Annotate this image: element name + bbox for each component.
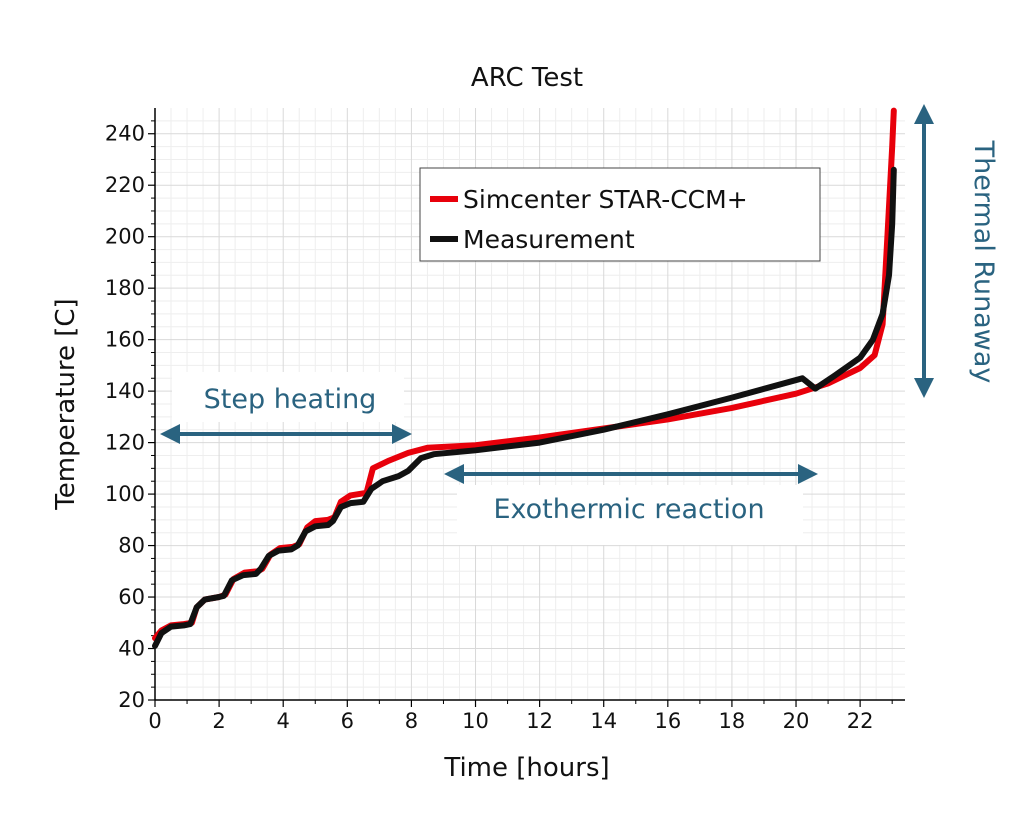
y-tick-label: 40 bbox=[118, 637, 145, 661]
x-axis-ticks: 0 2 4 6 8 10 12 14 16 18 20 22 bbox=[148, 700, 893, 733]
y-tick-label: 140 bbox=[105, 379, 145, 403]
x-tick-label: 4 bbox=[277, 709, 290, 733]
annotation-thermal-runaway-label: Thermal Runaway bbox=[968, 140, 999, 384]
y-tick-label: 20 bbox=[118, 688, 145, 712]
y-tick-label: 200 bbox=[105, 225, 145, 249]
x-tick-label: 12 bbox=[526, 709, 553, 733]
y-tick-label: 240 bbox=[105, 122, 145, 146]
x-tick-label: 10 bbox=[462, 709, 489, 733]
annotation-exothermic-label: Exothermic reaction bbox=[493, 494, 764, 525]
annotation-step-heating-bg bbox=[172, 372, 404, 422]
annotation-step-heating-label: Step heating bbox=[204, 384, 377, 415]
y-axis-ticks: 20 40 60 80 100 120 140 160 180 200 220 240 bbox=[105, 120, 155, 712]
x-tick-label: 6 bbox=[341, 709, 354, 733]
chart-title: ARC Test bbox=[471, 63, 583, 93]
annotation-thermal-runaway: Thermal Runaway bbox=[914, 104, 999, 398]
series-measurement-line bbox=[152, 166, 897, 649]
y-axis-label: Temperature [C] bbox=[51, 298, 81, 510]
y-tick-label: 160 bbox=[105, 328, 145, 352]
x-tick-label: 20 bbox=[783, 709, 810, 733]
x-tick-label: 14 bbox=[590, 709, 617, 733]
annotation-exothermic-bg bbox=[457, 485, 803, 545]
y-tick-label: 100 bbox=[105, 482, 145, 506]
annotation-exothermic: Exothermic reaction bbox=[444, 464, 818, 545]
legend-box bbox=[419, 167, 821, 262]
series-layer bbox=[152, 107, 897, 649]
y-tick-label: 80 bbox=[118, 534, 145, 558]
x-tick-label: 8 bbox=[405, 709, 418, 733]
y-tick-label: 60 bbox=[118, 585, 145, 609]
x-tick-label: 2 bbox=[212, 709, 225, 733]
x-axis-label: Time [hours] bbox=[443, 753, 609, 783]
y-tick-label: 120 bbox=[105, 431, 145, 455]
x-tick-label: 22 bbox=[847, 709, 874, 733]
x-tick-label: 16 bbox=[654, 709, 681, 733]
legend-label-simcenter: Simcenter STAR-CCM+ bbox=[463, 185, 748, 214]
legend-label-measurement: Measurement bbox=[463, 225, 635, 254]
annotation-step-heating: Step heating bbox=[160, 372, 412, 444]
y-tick-label: 180 bbox=[105, 276, 145, 300]
y-tick-label: 220 bbox=[105, 173, 145, 197]
x-tick-label: 0 bbox=[148, 709, 161, 733]
legend: Simcenter STAR-CCM+ Measurement bbox=[419, 167, 821, 262]
x-tick-label: 18 bbox=[719, 709, 746, 733]
